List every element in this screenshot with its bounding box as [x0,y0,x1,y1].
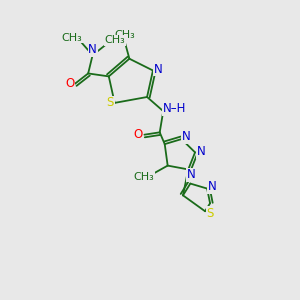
Text: N: N [208,180,217,193]
Text: N: N [88,43,97,56]
Text: N: N [154,62,163,76]
Text: N: N [187,168,196,181]
Text: N: N [182,130,190,143]
Text: CH₃: CH₃ [105,35,125,46]
Text: N: N [196,145,205,158]
Text: CH₃: CH₃ [114,30,135,40]
Text: O: O [133,128,142,141]
Text: N–H: N–H [163,102,186,115]
Text: O: O [65,77,74,90]
Text: S: S [207,207,214,220]
Text: CH₃: CH₃ [134,172,154,182]
Text: CH₃: CH₃ [61,32,82,43]
Text: S: S [106,96,114,110]
